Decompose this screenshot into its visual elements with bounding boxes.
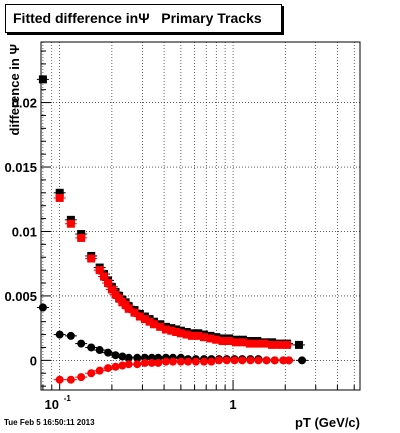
data-point-circle bbox=[133, 360, 142, 369]
axes: 0 0.005 0.01 0.015 0.02 10 -1 1 bbox=[4, 50, 355, 412]
data-point-circle bbox=[66, 331, 75, 340]
data-point-square bbox=[95, 266, 104, 275]
data-point-square bbox=[294, 340, 303, 349]
data-point-square bbox=[66, 219, 75, 228]
data-point-square bbox=[135, 312, 144, 321]
data-point-circle bbox=[270, 356, 279, 365]
data-point-circle bbox=[200, 357, 209, 366]
data-point-circle bbox=[191, 357, 200, 366]
data-point-circle bbox=[222, 356, 231, 365]
data-point-circle bbox=[104, 364, 113, 373]
grid bbox=[41, 42, 360, 390]
data-point-square bbox=[225, 337, 234, 346]
data-point-circle bbox=[77, 373, 86, 382]
data-point-circle bbox=[161, 357, 170, 366]
y-tick-label: 0 bbox=[30, 353, 37, 368]
data-point-square bbox=[156, 322, 165, 331]
chart-title: Fitted difference inΨ Primary Tracks bbox=[13, 10, 262, 26]
data-point-square bbox=[260, 339, 269, 348]
x-tick-label: 1 bbox=[229, 397, 236, 412]
data-point-circle bbox=[140, 358, 149, 367]
y-tick-label: 0.02 bbox=[12, 96, 37, 111]
y-tick-label: 0.015 bbox=[4, 160, 37, 175]
data-point-square bbox=[283, 340, 292, 349]
data-point-square bbox=[150, 320, 159, 329]
timestamp: Tue Feb 5 16:50:11 2013 bbox=[4, 418, 95, 427]
y-axis-label: difference in Ψ bbox=[7, 44, 22, 135]
data-point-square bbox=[245, 339, 254, 348]
title-box: Fitted difference inΨ Primary Tracks bbox=[5, 4, 282, 33]
data-point-circle bbox=[87, 343, 96, 352]
data-point-square bbox=[176, 329, 185, 338]
x-tick-label: 10 bbox=[44, 397, 58, 412]
data-point-circle bbox=[38, 303, 47, 312]
data-point-circle bbox=[55, 375, 64, 384]
data-point-circle bbox=[133, 353, 142, 362]
data-point-circle bbox=[66, 375, 75, 384]
data-point-square bbox=[55, 188, 64, 197]
data-point-circle bbox=[207, 357, 216, 366]
x-axis-label: pT (GeV/c) bbox=[295, 415, 360, 430]
data-point-square bbox=[140, 315, 149, 324]
plot-frame bbox=[40, 41, 361, 391]
y-tick-label: 0.01 bbox=[12, 224, 37, 239]
data-point-circle bbox=[154, 358, 163, 367]
data-point-square bbox=[161, 325, 170, 334]
data-point-circle bbox=[284, 356, 293, 365]
data-point-circle bbox=[124, 360, 133, 369]
data-point-circle bbox=[168, 357, 177, 366]
data-point-circle bbox=[124, 353, 133, 362]
data-point-circle bbox=[176, 357, 185, 366]
data-markers bbox=[36, 75, 309, 384]
data-point-square bbox=[268, 340, 277, 349]
data-point-circle bbox=[111, 362, 120, 371]
data-point-square bbox=[276, 340, 285, 349]
data-point-square bbox=[99, 272, 108, 281]
data-point-square bbox=[130, 308, 139, 317]
data-point-square bbox=[238, 338, 247, 347]
data-point-circle bbox=[77, 339, 86, 348]
data-point-circle bbox=[87, 369, 96, 378]
data-point-circle bbox=[254, 356, 263, 365]
data-point-circle bbox=[95, 346, 104, 355]
data-point-circle bbox=[298, 356, 307, 365]
data-point-square bbox=[87, 254, 96, 263]
data-point-square bbox=[231, 338, 240, 347]
data-point-square bbox=[200, 333, 209, 342]
data-point-circle bbox=[118, 361, 127, 370]
data-point-square bbox=[124, 304, 133, 313]
data-point-circle bbox=[104, 348, 113, 357]
data-point-square bbox=[107, 285, 116, 294]
x-tick-label-exponent: -1 bbox=[64, 394, 72, 403]
data-point-circle bbox=[118, 352, 127, 361]
data-point-square bbox=[104, 279, 113, 288]
data-point-square bbox=[38, 75, 47, 84]
data-point-square bbox=[188, 331, 197, 340]
data-point-circle bbox=[111, 351, 120, 360]
data-point-circle bbox=[184, 357, 193, 366]
data-point-circle bbox=[215, 356, 224, 365]
data-point-square bbox=[167, 326, 176, 335]
data-point-square bbox=[182, 330, 191, 339]
data-point-square bbox=[212, 335, 221, 344]
data-point-square bbox=[253, 339, 262, 348]
data-point-square bbox=[145, 317, 154, 326]
y-tick-label: 0.005 bbox=[4, 289, 37, 304]
data-point-circle bbox=[238, 356, 247, 365]
data-point-square bbox=[194, 331, 203, 340]
data-point-circle bbox=[95, 366, 104, 375]
data-point-square bbox=[218, 337, 227, 346]
data-point-square bbox=[77, 233, 86, 242]
data-point-square bbox=[206, 334, 215, 343]
data-point-circle bbox=[230, 356, 239, 365]
data-point-circle bbox=[262, 356, 271, 365]
data-point-square bbox=[172, 328, 181, 336]
data-point-circle bbox=[147, 358, 156, 367]
data-point-square bbox=[55, 193, 64, 202]
data-point-circle bbox=[55, 330, 64, 339]
data-point-circle bbox=[246, 356, 255, 365]
